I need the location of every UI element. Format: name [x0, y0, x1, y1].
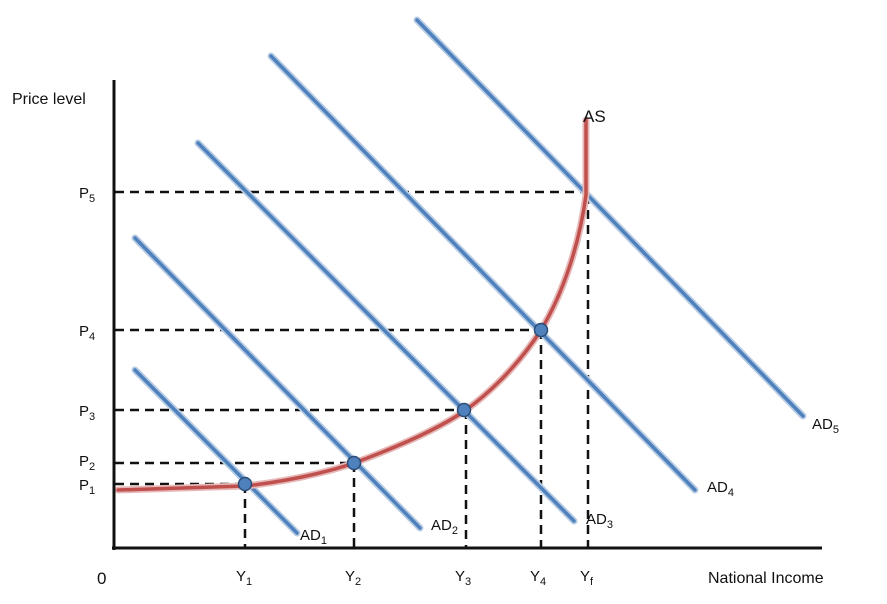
equilibrium-point-4 — [533, 322, 549, 338]
price-label-p2: P2 — [79, 453, 95, 473]
income-label-y1: Y1 — [236, 568, 252, 588]
equilibrium-point-1 — [237, 476, 253, 492]
ad4-curve — [269, 54, 697, 492]
ad2-label: AD2 — [431, 517, 458, 537]
price-label-p3: P3 — [79, 403, 95, 423]
ad2-curve — [133, 236, 422, 530]
equilibrium-point-3 — [456, 402, 472, 418]
origin-label: 0 — [97, 569, 106, 588]
y-axis-title: Price level — [12, 91, 86, 108]
x-axis-title: National Income — [708, 570, 824, 587]
ad3-label: AD3 — [586, 511, 613, 531]
ad5-label: AD5 — [812, 416, 839, 436]
ad4-label: AD4 — [707, 479, 734, 499]
equilibrium-point-2 — [346, 455, 362, 471]
income-label-y3: Y3 — [455, 568, 471, 588]
axes — [112, 80, 822, 550]
income-label-yf: Yf — [580, 568, 594, 588]
ad5-curve — [415, 18, 805, 418]
price-label-p4: P4 — [79, 323, 95, 343]
price-guides — [115, 190, 586, 486]
ad1-curve — [133, 368, 299, 535]
ad3-curve — [196, 141, 576, 523]
income-guides — [243, 120, 590, 548]
ad1-label: AD1 — [300, 527, 327, 547]
price-label-p5: P5 — [79, 185, 95, 205]
income-label-y2: Y2 — [345, 568, 361, 588]
equilibrium-points — [237, 322, 549, 492]
income-label-y4: Y4 — [530, 568, 546, 588]
ad-curves — [131, 16, 807, 537]
as-label: AS — [583, 107, 606, 126]
price-label-p1: P1 — [79, 477, 95, 497]
